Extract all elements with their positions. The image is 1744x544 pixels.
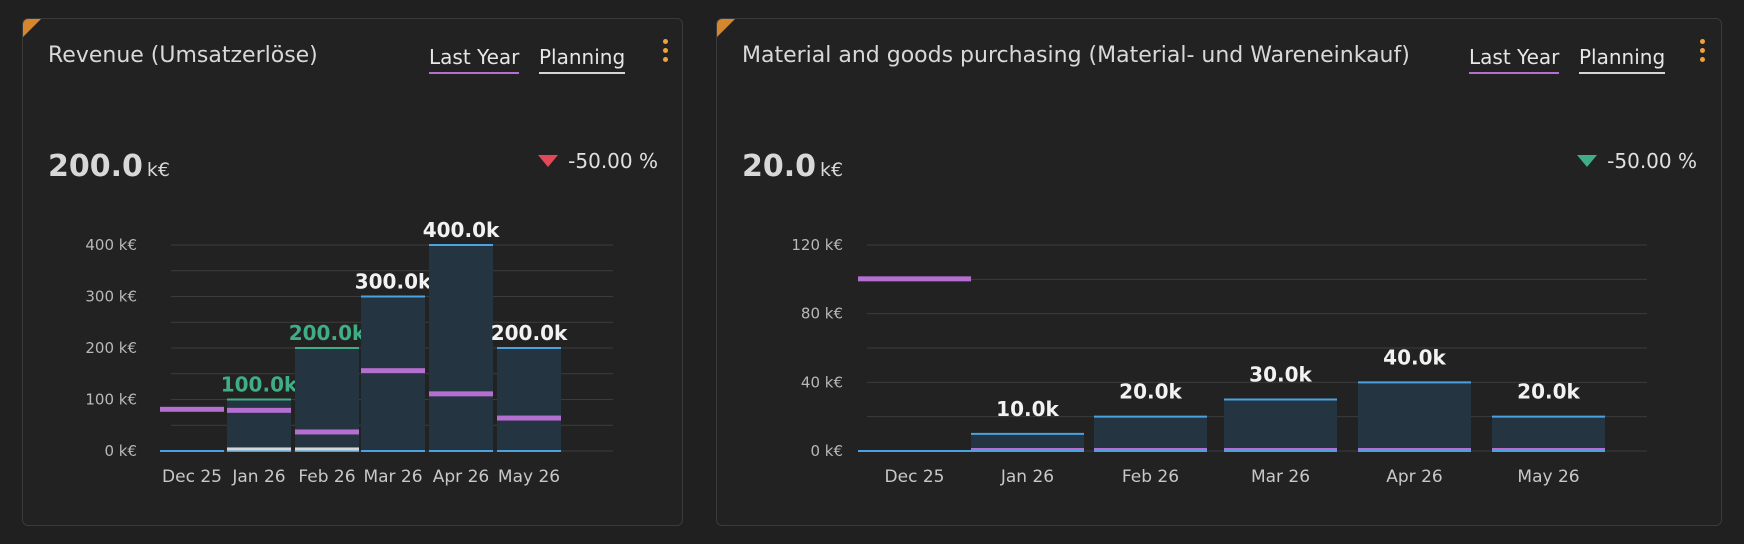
kpi-value: 20.0 k€ <box>742 149 843 184</box>
last-year-marker <box>429 391 493 397</box>
tab-planning[interactable]: Planning <box>539 45 626 74</box>
bar <box>361 296 425 451</box>
y-tick-label: 120 k€ <box>791 236 843 254</box>
planning-marker <box>295 447 359 451</box>
tab-last-year[interactable]: Last Year <box>429 45 520 74</box>
last-year-marker <box>1094 448 1207 450</box>
triangle-down-icon <box>538 155 559 167</box>
planning-marker <box>227 447 291 451</box>
last-year-marker <box>295 429 359 435</box>
last-year-marker <box>971 448 1084 450</box>
delta-indicator: -50.00 % <box>538 149 658 173</box>
bar <box>429 245 493 451</box>
bar <box>497 348 561 451</box>
bar <box>1224 399 1337 451</box>
card-corner-marker <box>717 19 735 37</box>
x-tick-label: Dec 25 <box>162 467 222 487</box>
y-tick-label: 0 k€ <box>104 442 137 460</box>
bar <box>295 348 359 451</box>
x-tick-label: Dec 25 <box>885 467 945 487</box>
y-tick-label: 80 k€ <box>801 305 843 323</box>
last-year-marker <box>160 406 224 412</box>
last-year-marker <box>497 415 561 421</box>
delta-indicator: -50.00 % <box>1577 149 1697 173</box>
delta-text: -50.00 % <box>1607 149 1697 173</box>
data-label: 20.0k <box>1119 380 1182 404</box>
triangle-down-icon <box>1577 155 1598 167</box>
kpi-unit: k€ <box>820 159 844 181</box>
bar <box>1358 382 1471 451</box>
x-tick-label: Feb 26 <box>298 467 355 487</box>
data-label: 100.0k <box>221 373 298 397</box>
x-tick-label: Jan 26 <box>231 467 285 487</box>
x-tick-label: Apr 26 <box>1386 467 1442 487</box>
data-label: 400.0k <box>423 218 500 242</box>
kebab-vertical-icon[interactable] <box>1694 35 1710 65</box>
kpi-unit: k€ <box>146 159 170 181</box>
x-tick-label: May 26 <box>498 467 560 487</box>
x-tick-label: May 26 <box>1517 467 1579 487</box>
bar <box>1492 416 1605 451</box>
tab-last-year[interactable]: Last Year <box>1469 45 1560 74</box>
last-year-marker <box>1492 448 1605 450</box>
y-tick-label: 400 k€ <box>85 236 137 254</box>
card-title: Material and goods purchasing (Material-… <box>742 43 1410 68</box>
x-tick-label: Apr 26 <box>433 467 489 487</box>
data-label: 200.0k <box>289 321 366 345</box>
material-purchasing-card: Material and goods purchasing (Material-… <box>716 18 1722 526</box>
data-label: 10.0k <box>996 397 1059 421</box>
card-corner-marker <box>23 19 41 37</box>
data-label: 40.0k <box>1383 345 1446 369</box>
last-year-marker <box>1224 448 1337 450</box>
y-tick-label: 0 k€ <box>810 442 843 460</box>
bar <box>1094 416 1207 451</box>
last-year-marker <box>227 407 291 413</box>
bar <box>971 433 1084 451</box>
x-tick-label: Mar 26 <box>1251 467 1310 487</box>
x-tick-label: Jan 26 <box>1000 467 1054 487</box>
data-label: 300.0k <box>355 270 432 294</box>
y-tick-label: 300 k€ <box>85 288 137 306</box>
tab-planning[interactable]: Planning <box>1579 45 1666 74</box>
kpi-number: 20.0 <box>742 149 817 184</box>
x-tick-label: Feb 26 <box>1122 467 1179 487</box>
x-tick-label: Mar 26 <box>363 467 422 487</box>
revenue-bar-chart: 0 k€ 100 k€ 200 k€ 300 k€ 400 k€ Dec 25 100.0k… <box>85 218 613 487</box>
last-year-marker <box>361 368 425 374</box>
y-tick-label: 40 k€ <box>801 373 843 391</box>
data-label: 200.0k <box>491 321 568 345</box>
data-label: 20.0k <box>1517 380 1580 404</box>
revenue-card: Revenue (Umsatzerlöse) Last Year Plannin… <box>22 18 683 526</box>
y-tick-label: 100 k€ <box>85 391 137 409</box>
card-title: Revenue (Umsatzerlöse) <box>48 43 318 68</box>
material-bar-chart: 0 k€ 40 k€ 80 k€ 120 k€ Dec 25 10.0k Jan 26 20.… <box>791 236 1647 487</box>
kebab-vertical-icon[interactable] <box>657 35 673 65</box>
kpi-value: 200.0 k€ <box>48 149 170 184</box>
delta-text: -50.00 % <box>568 149 658 173</box>
y-tick-label: 200 k€ <box>85 339 137 357</box>
last-year-marker <box>858 276 971 282</box>
bar <box>227 399 291 451</box>
kpi-number: 200.0 <box>48 149 143 184</box>
last-year-marker <box>1358 448 1471 450</box>
data-label: 30.0k <box>1249 363 1312 387</box>
